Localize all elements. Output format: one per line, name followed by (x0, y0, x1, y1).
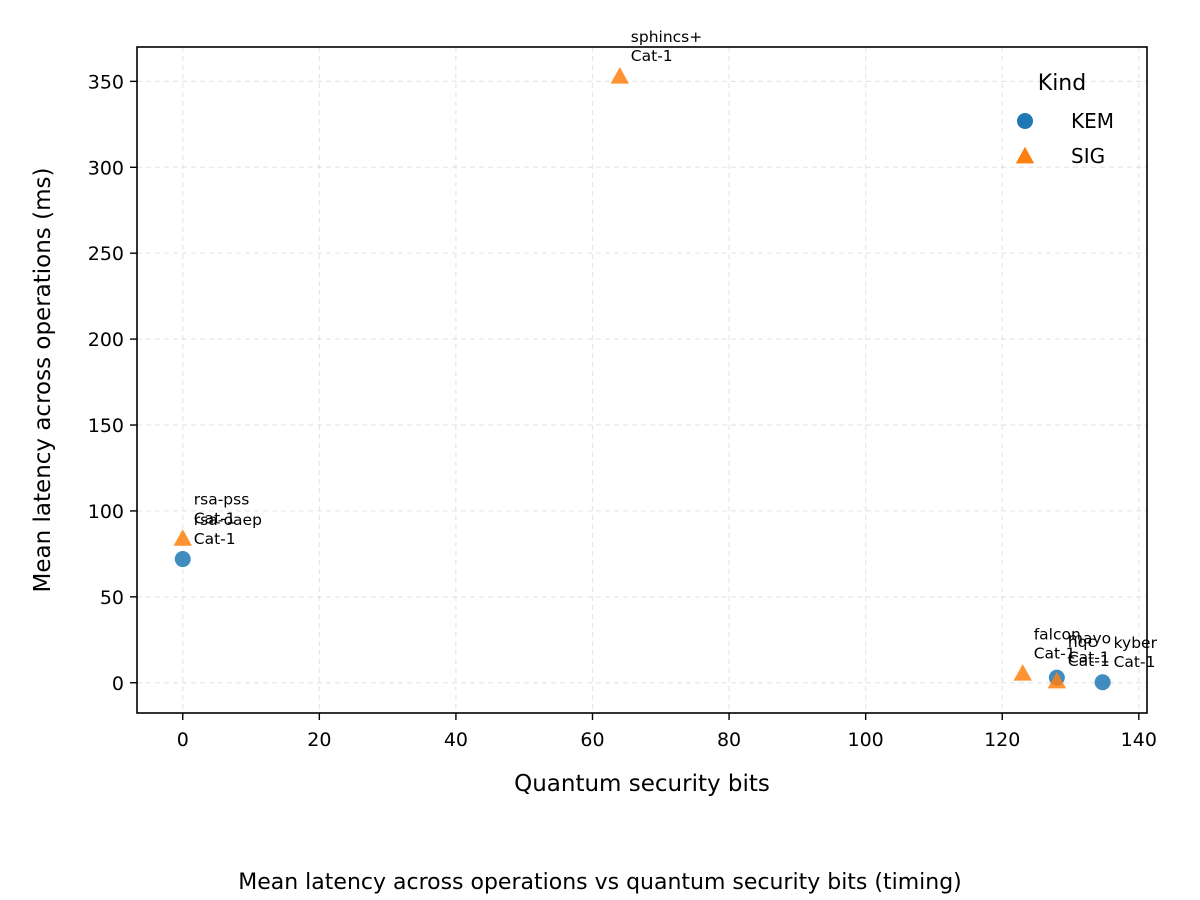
y-axis-label: Mean latency across operations (ms) (30, 168, 56, 593)
x-tick-label: 100 (848, 729, 884, 751)
point-label-line: Cat-1 (194, 530, 236, 548)
y-tick-label: 150 (88, 415, 124, 437)
y-tick-label: 50 (100, 587, 124, 609)
x-tick-label: 40 (444, 729, 468, 751)
point-label-line: Cat-1 (1068, 649, 1110, 667)
x-tick-label: 0 (177, 729, 189, 751)
legend-title: Kind (1038, 71, 1086, 96)
sig-point (1013, 664, 1032, 681)
y-tick-label: 250 (88, 243, 124, 265)
legend-item-kem[interactable]: KEM (1017, 109, 1114, 133)
y-tick-label: 350 (88, 71, 124, 93)
y-tick-label: 100 (88, 501, 124, 523)
point-label-line: mayo (1068, 630, 1111, 648)
sig-point (1047, 671, 1067, 689)
point-label-line: falcon (1034, 625, 1081, 643)
legend-label: SIG (1071, 144, 1105, 168)
legend-items: KEM SIG (1015, 109, 1114, 168)
data-points (173, 67, 1111, 691)
point-label: rsa-pss Cat-1 (194, 490, 250, 527)
y-tick-label: 200 (88, 329, 124, 351)
point-label-line: kyber (1114, 634, 1158, 652)
point-label-line: hqc (1068, 633, 1096, 651)
point-label: hqc Cat-1 (1068, 633, 1110, 670)
grid-lines (137, 47, 1147, 713)
legend[interactable]: Kind KEM SIG (1015, 71, 1114, 168)
point-label: sphincs+ Cat-1 (631, 28, 702, 65)
x-tick-label: 140 (1121, 729, 1157, 751)
y-tick-label: 300 (88, 157, 124, 179)
point-label-line: sphincs+ (631, 28, 702, 46)
point-label-line: Cat-1 (1114, 653, 1156, 671)
point-label-line: Cat-1 (194, 509, 236, 527)
plot-frame (136, 46, 1148, 714)
legend-marker-kem (1017, 113, 1033, 129)
legend-label: KEM (1071, 109, 1114, 133)
sig-point (173, 529, 192, 546)
axis-ticks: 0 20 40 60 80 100 120 140 0 50 100 150 200 250 300 350 (88, 71, 1157, 751)
x-tick-label: 120 (984, 729, 1020, 751)
y-tick-label: 0 (112, 673, 124, 695)
sig-point (610, 67, 630, 84)
x-tick-label: 60 (580, 729, 604, 751)
kem-point (1094, 674, 1111, 691)
x-tick-label: 20 (307, 729, 331, 751)
point-label: falcon Cat-1 (1034, 625, 1081, 662)
x-tick-label: 80 (717, 729, 741, 751)
legend-item-sig[interactable]: SIG (1015, 144, 1105, 168)
legend-marker-sig (1015, 146, 1035, 164)
point-label: kyber Cat-1 (1114, 634, 1158, 671)
point-label-line: Cat-1 (1034, 644, 1076, 662)
point-label: mayo Cat-1 (1068, 630, 1111, 667)
point-label-line: rsa-pss (194, 490, 250, 508)
point-label-line: Cat-1 (1068, 652, 1110, 670)
figure-caption: Mean latency across operations vs quantu… (238, 870, 962, 895)
point-label: rsa-oaep Cat-1 (194, 511, 262, 548)
point-label-line: Cat-1 (631, 47, 673, 65)
kem-point (174, 551, 191, 568)
x-axis-label: Quantum security bits (514, 771, 770, 797)
point-label-line: rsa-oaep (194, 511, 262, 529)
